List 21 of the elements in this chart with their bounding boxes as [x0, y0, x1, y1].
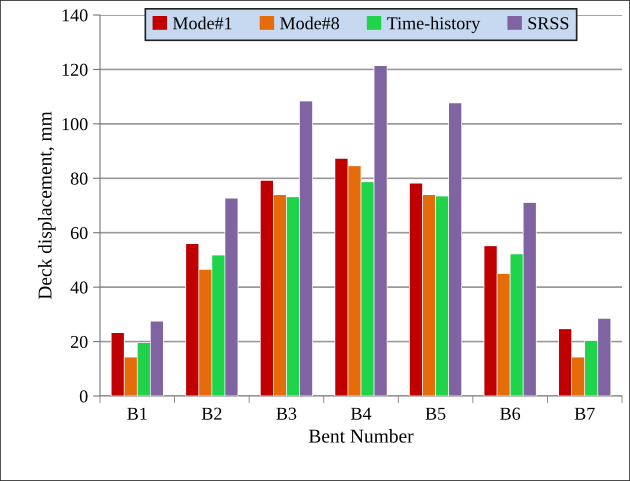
y-tick-label: 0	[80, 390, 88, 402]
y-axis-title: Deck displacement, mm	[38, 112, 56, 300]
y-tick-label: 100	[62, 118, 88, 130]
x-tick-label: B6	[500, 408, 520, 420]
y-tick-label: 60	[70, 226, 88, 240]
y-tick-label: 80	[70, 172, 88, 185]
y-tick-label: 120	[62, 64, 88, 76]
y-tick-label: 40	[70, 281, 88, 294]
x-tick-label: B4	[350, 408, 372, 420]
x-axis-title: Bent Number	[308, 429, 414, 443]
legend-label: Time-history	[387, 16, 480, 34]
legend-label: Mode#1	[172, 16, 232, 30]
y-tick-label: 140	[62, 9, 88, 22]
x-tick-label: B3	[276, 408, 296, 420]
x-tick-label: B2	[202, 408, 222, 420]
y-tick-label: 20	[70, 336, 88, 348]
x-tick-label: B5	[426, 408, 446, 420]
legend-label: Mode#8	[280, 16, 340, 30]
x-tick-label: B1	[127, 408, 147, 420]
legend-label: SRSS	[528, 17, 568, 30]
x-tick-label: B7	[574, 408, 595, 420]
